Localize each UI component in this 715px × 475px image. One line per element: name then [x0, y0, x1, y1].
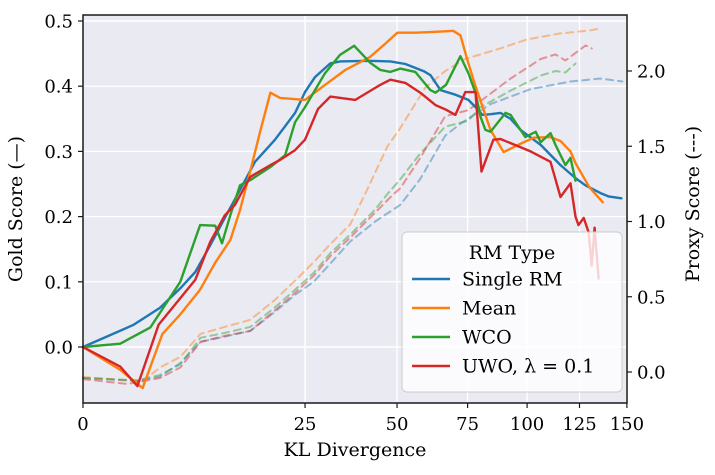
- x-tick-label: 50: [386, 414, 409, 435]
- x-tick-label: 150: [610, 414, 644, 435]
- y-left-tick-label: 0.5: [44, 12, 73, 33]
- y-left-tick-label: 0.3: [44, 142, 73, 163]
- legend-label-wco: WCO: [462, 327, 512, 349]
- line-single-rm-gold: [81, 59, 623, 349]
- line-mean-gold: [81, 29, 604, 390]
- x-tick-label: 125: [562, 414, 596, 435]
- legend: RM Type Single RM Mean WCO UWO, λ = 0.1: [401, 231, 623, 393]
- legend-box: [401, 231, 623, 393]
- y-left-tick-label: 0.1: [44, 272, 73, 293]
- line-wco-proxy: [82, 62, 577, 382]
- y-right-tick-label: 0.0: [637, 363, 666, 384]
- y-axis-label-left: Gold Score (—): [5, 136, 27, 282]
- tick-labels: 0 25 50 75 100 125 150 0.0 0.1 0.2 0.3 0.4 0.5 0.0 0.5…: [44, 12, 665, 436]
- x-axis-label: KL Divergence: [284, 439, 427, 461]
- line-uwo-0-1-proxy: [82, 44, 593, 385]
- line-mean-proxy: [82, 27, 600, 383]
- y-right-tick-label: 1.5: [637, 137, 666, 158]
- legend-label-single-rm: Single RM: [462, 269, 563, 291]
- line-wco-gold: [81, 44, 577, 349]
- legend-label-mean: Mean: [462, 298, 516, 320]
- y-left-tick-label: 0.4: [44, 77, 73, 98]
- data-series: [81, 27, 624, 390]
- y-right-tick-label: 0.5: [637, 287, 666, 308]
- legend-title: RM Type: [469, 242, 556, 264]
- y-axis-label-right: Proxy Score (---): [682, 126, 704, 282]
- x-tick-label: 25: [294, 414, 317, 435]
- y-right-tick-label: 2.0: [637, 62, 666, 83]
- plot-border: [82, 14, 628, 404]
- y-left-tick-label: 0.2: [44, 207, 73, 228]
- line-uwo-0-1-gold: [81, 78, 600, 388]
- x-tick-label: 0: [77, 414, 88, 435]
- y-left-tick-label: 0.0: [44, 338, 73, 359]
- y-right-tick-label: 1.0: [637, 212, 666, 233]
- axis-ticks: [78, 20, 632, 408]
- x-tick-label: 75: [456, 414, 479, 435]
- legend-label-uwo-0-1: UWO, λ = 0.1: [462, 356, 594, 378]
- legend-entries: Single RM Mean WCO UWO, λ = 0.1: [412, 269, 594, 378]
- x-tick-label: 100: [510, 414, 544, 435]
- line-single-rm-proxy: [82, 77, 624, 382]
